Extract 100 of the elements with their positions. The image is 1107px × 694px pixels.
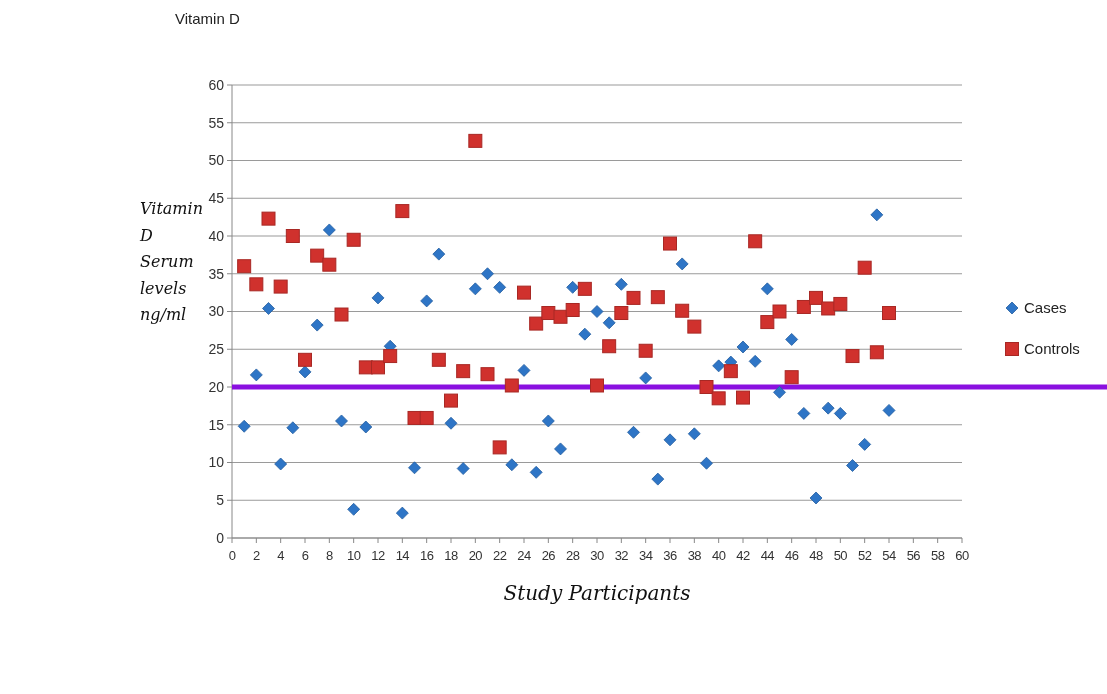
legend-label: Cases [1024,299,1067,317]
point [858,437,872,451]
point [431,352,446,367]
x-tick-label: 54 [882,548,896,563]
point [833,407,847,420]
x-tick-label: 34 [639,548,653,563]
point [298,352,312,367]
y-tick-label: 45 [208,190,225,207]
point [833,296,848,311]
point [687,319,702,334]
point [310,248,325,263]
x-tick-label: 28 [566,548,580,563]
x-tick-label: 50 [833,548,848,563]
x-tick-label: 4 [277,548,285,563]
point [700,456,713,470]
point [578,327,592,341]
x-tick-label: 2 [253,548,261,563]
x-tick-label: 36 [663,548,677,563]
point [650,290,665,305]
point [347,502,361,516]
point [723,364,738,379]
x-axis-title: Study Participants [503,581,691,605]
point [663,433,677,447]
point [590,378,604,393]
point [419,410,434,425]
point [638,343,653,358]
point [322,223,336,237]
y-tick-label: 60 [208,76,225,93]
point [857,260,872,275]
x-tick-label: 12 [371,548,385,563]
point [274,457,288,471]
point [614,306,629,321]
point [590,305,604,318]
point [517,363,531,377]
point [845,349,860,364]
x-tick-label: 6 [301,548,309,563]
point [383,349,398,364]
point [663,236,677,251]
x-tick-label: 8 [326,548,334,563]
point [481,267,494,281]
point [772,304,787,319]
point [261,211,276,226]
point [882,306,896,321]
x-tick-label: 30 [590,548,604,563]
point [651,472,665,486]
legend-label: Controls [1024,340,1080,358]
x-tick-label: 60 [955,548,969,563]
x-tick-label: 40 [712,548,726,563]
x-tick-label: 44 [760,548,775,563]
y-tick-label: 30 [208,303,225,320]
x-tick-label: 52 [858,548,872,563]
point [675,303,690,318]
point [249,277,264,292]
point [407,410,422,425]
point [627,425,640,439]
x-tick-label: 48 [809,548,823,563]
point [760,315,775,330]
y-tick-label: 5 [216,492,225,509]
point [553,309,568,324]
point [565,302,580,317]
point [675,257,689,271]
point [395,204,410,219]
point [870,208,884,222]
point [809,290,823,305]
point [602,316,616,330]
x-tick-label: 56 [906,548,921,563]
point [334,307,349,322]
x-tick-label: 14 [395,548,410,563]
x-tick-label: 42 [736,548,750,563]
point [335,414,348,428]
point [505,458,519,472]
point [760,282,774,296]
point [468,282,482,296]
point [566,280,580,294]
point [784,370,799,385]
point [773,385,786,399]
point [273,279,288,294]
x-tick-label: 24 [517,548,531,563]
point [237,419,251,433]
point [711,391,726,406]
y-tick-label: 10 [208,454,225,471]
point [480,367,495,382]
point [371,360,385,375]
x-tick-label: 20 [468,548,483,563]
point [237,259,252,274]
point [456,462,470,475]
point [432,247,446,261]
x-tick-label: 18 [444,548,458,563]
point [748,234,763,249]
point [577,281,592,296]
point [395,506,409,520]
point [444,393,458,408]
point [541,414,555,428]
point [285,229,300,243]
x-tick-label: 10 [347,548,361,563]
x-tick-label: 58 [931,548,945,563]
point [736,340,750,354]
point [359,420,373,434]
x-tick-label: 26 [541,548,556,563]
point [785,333,799,346]
